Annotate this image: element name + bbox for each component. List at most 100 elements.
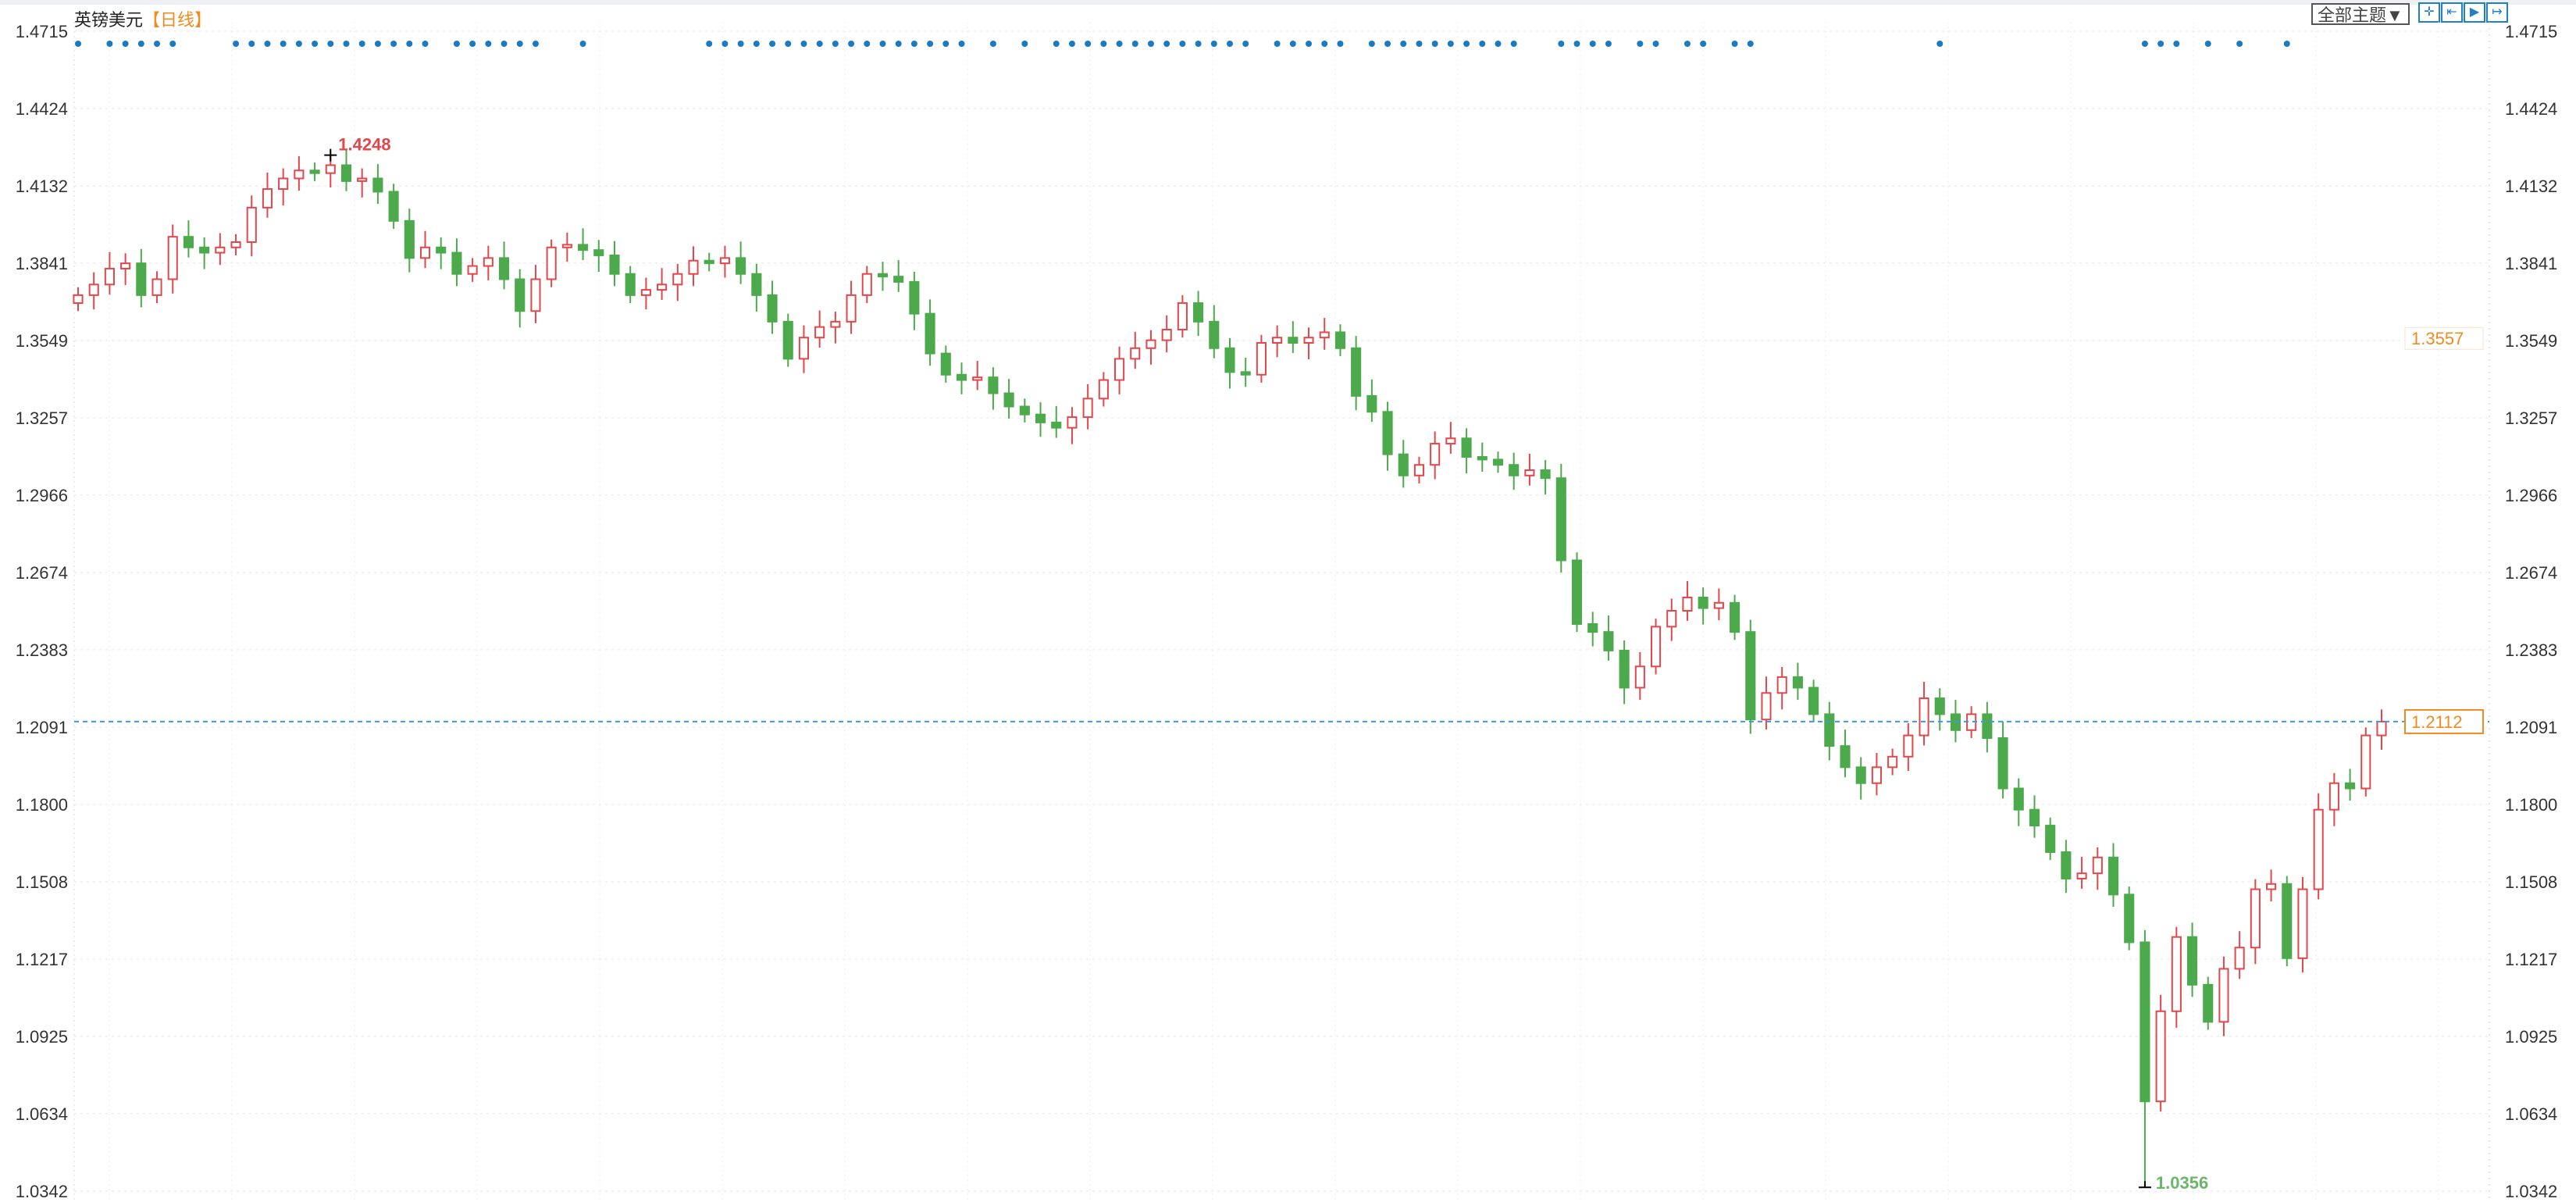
candle-body: [419, 246, 431, 259]
candle-body: [340, 164, 352, 182]
play-forward-icon[interactable]: ▶: [2464, 2, 2485, 23]
left-tick-label: 1.4132: [16, 177, 68, 196]
right-tick-label: 1.1217: [2505, 950, 2557, 969]
left-tick-label: 1.2674: [16, 563, 68, 583]
candle-body: [1256, 342, 1267, 376]
candle-body: [1067, 416, 1078, 429]
left-tick-label: 1.0342: [16, 1182, 68, 1201]
event-marker: [374, 41, 381, 47]
event-marker: [2283, 41, 2290, 47]
candle-body: [262, 188, 273, 209]
right-tick-label: 1.0634: [2505, 1104, 2557, 1124]
candle-body: [561, 244, 572, 248]
candle-body: [1193, 302, 1204, 323]
candle-body: [1887, 755, 1898, 769]
event-marker: [927, 41, 934, 47]
event-markers: [75, 41, 2290, 47]
candle-body: [104, 267, 115, 286]
right-tick-label: 1.2966: [2505, 486, 2557, 505]
event-marker: [1731, 41, 1738, 47]
theme-select[interactable]: 全部主题▼: [2311, 3, 2410, 25]
event-marker: [1495, 41, 1502, 47]
candle-body: [88, 284, 99, 296]
max-marker: [324, 148, 337, 162]
right-tick-label: 1.3549: [2505, 331, 2557, 351]
candle-body: [593, 249, 604, 256]
event-marker: [1306, 41, 1313, 47]
candle-body: [1445, 437, 1456, 445]
event-marker: [169, 41, 176, 47]
grid: [73, 22, 2490, 1202]
event-marker: [2141, 41, 2148, 47]
candle-body: [1808, 687, 1819, 715]
candle-body: [1587, 622, 1598, 633]
max-price-label: 1.4248: [338, 135, 390, 155]
exit-right-icon[interactable]: ↦: [2486, 2, 2508, 23]
candle-body: [2328, 782, 2339, 811]
candle-body: [1619, 649, 1630, 689]
fit-range-icon[interactable]: ⇤: [2441, 2, 2463, 23]
current-price-label: 1.2112: [2411, 712, 2463, 732]
candle-body: [498, 257, 510, 280]
candle-body: [215, 246, 226, 254]
top-strip: [0, 0, 2576, 5]
event-marker: [532, 41, 539, 47]
event-marker: [1936, 41, 1944, 47]
event-marker: [800, 41, 807, 47]
event-marker: [295, 41, 302, 47]
event-marker: [2204, 41, 2211, 47]
event-marker: [516, 41, 523, 47]
event-marker: [832, 41, 839, 47]
candle-body: [2045, 825, 2056, 854]
event-marker: [343, 41, 350, 47]
right-tick-label: 1.2383: [2505, 640, 2557, 660]
event-marker: [879, 41, 886, 47]
candle-body: [1019, 405, 1030, 416]
event-marker: [1053, 41, 1060, 47]
candle-body: [1792, 676, 1803, 689]
min-marker: [2138, 1181, 2151, 1189]
secondary-price-box: [2404, 326, 2484, 350]
left-tick-label: 1.1217: [16, 950, 68, 969]
candle-body: [1634, 665, 1645, 689]
candle-body: [515, 278, 526, 312]
left-tick-label: 1.0634: [16, 1104, 68, 1124]
candle-body: [1224, 347, 1235, 373]
right-tick-label: 1.1508: [2505, 872, 2557, 892]
event-marker: [264, 41, 271, 47]
candle-body: [1509, 464, 1520, 476]
candle-body: [1524, 469, 1535, 476]
right-tick-label: 1.1800: [2505, 795, 2557, 815]
candle-body: [451, 251, 462, 275]
candle-body: [1682, 597, 1693, 612]
event-marker: [1479, 41, 1486, 47]
event-marker: [942, 41, 950, 47]
crosshair-icon[interactable]: ✛: [2418, 2, 2440, 23]
event-marker: [864, 41, 871, 47]
event-marker: [469, 41, 476, 47]
candle-body: [1855, 766, 1866, 784]
candle-body: [1571, 559, 1583, 625]
candle-body: [1776, 676, 1787, 694]
event-marker: [848, 41, 855, 47]
candle-body: [1698, 597, 1708, 609]
event-marker: [248, 41, 255, 47]
candle-body: [325, 164, 336, 174]
candle-body: [1730, 601, 1740, 633]
candle-body: [2203, 983, 2214, 1023]
event-marker: [1147, 41, 1154, 47]
event-marker: [1573, 41, 1580, 47]
event-marker: [485, 41, 492, 47]
annotations: 1.4248 1.0356 1.2112 1.3557: [74, 135, 2489, 1193]
candle-body: [1903, 734, 1914, 758]
left-tick-label: 1.1508: [16, 872, 68, 892]
event-marker: [453, 41, 460, 47]
event-marker: [1589, 41, 1596, 47]
event-marker: [1100, 41, 1107, 47]
candle-body: [1319, 331, 1330, 339]
candle-body: [830, 320, 841, 328]
event-marker: [327, 41, 334, 47]
event-marker: [280, 41, 287, 47]
event-marker: [358, 41, 365, 47]
